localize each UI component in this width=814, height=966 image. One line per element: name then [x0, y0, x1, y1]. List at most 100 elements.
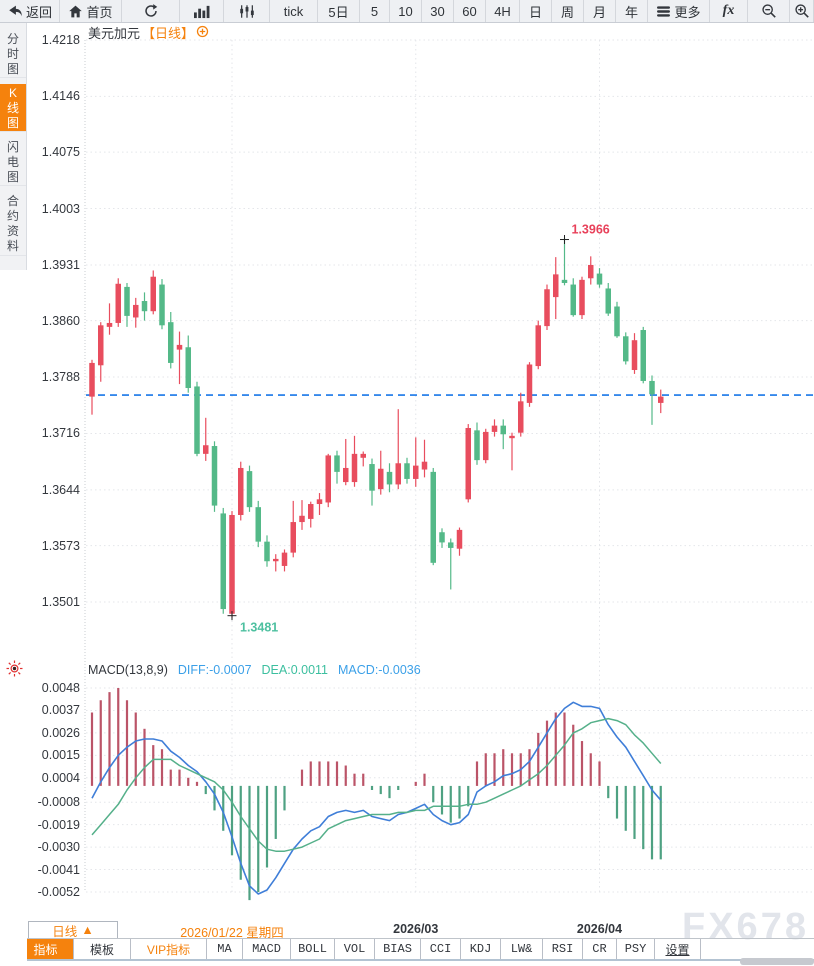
price-axis-label: 1.3860 [41, 313, 80, 328]
price-axis-label: 1.4075 [41, 145, 80, 160]
macd-diff-value: DIFF:-0.0007 [177, 663, 252, 677]
price-axis-label: 1.4146 [41, 89, 80, 104]
period-selector-label: 日线 [52, 924, 78, 939]
macd-axis-label: 0.0015 [41, 748, 80, 763]
toolbar-button-more[interactable]: 更多 [648, 0, 710, 22]
tab-cr[interactable]: CR [583, 939, 617, 959]
zoom-out-icon [761, 3, 777, 19]
add-circle-icon[interactable] [196, 25, 209, 41]
toolbar-button-label: tick [283, 3, 304, 19]
period-selector[interactable]: 日线 ▲ [28, 921, 118, 939]
macd-axis-label: -0.0030 [37, 840, 80, 855]
sidebar-item-lightning-chart[interactable]: 闪电图 [0, 138, 26, 186]
toolbar-button-indicators-fx[interactable]: fx [710, 0, 748, 22]
tab-lw[interactable]: LW& [501, 939, 543, 959]
refresh-icon [143, 3, 159, 19]
toolbar-button-label: 4H [494, 3, 511, 19]
sidebar-item-time-chart[interactable]: 分时图 [0, 30, 26, 78]
toolbar-button-period-month[interactable]: 月 [584, 0, 616, 22]
macd-axis-label: 0.0048 [41, 681, 80, 695]
bar-chart-icon [193, 4, 210, 19]
tab-cci[interactable]: CCI [421, 939, 461, 959]
macd-axis-label: 0.0037 [41, 703, 80, 718]
tab-kdj[interactable]: KDJ [461, 939, 501, 959]
toolbar: 返回 首页 tick 5日 5 10 30 60 4H 日 周 月 年 更多 fx [0, 0, 814, 23]
high-annotation: 1.3966 [560, 223, 610, 245]
back-arrow-icon [7, 3, 23, 19]
toolbar-button-period-5d[interactable]: 5日 [318, 0, 360, 22]
macd-axis-label: -0.0008 [37, 795, 80, 810]
tab-indicators[interactable]: 指标 [17, 939, 74, 959]
macd-macd-value: MACD:-0.0036 [338, 663, 421, 677]
toolbar-button-label: 周 [560, 4, 574, 20]
toolbar-button-label: 更多 [674, 4, 701, 20]
toolbar-button-period-year[interactable]: 年 [616, 0, 648, 22]
x-axis-label: 2026/01/22 星期四 [180, 926, 284, 940]
macd-axis-label: 0.0026 [41, 725, 80, 740]
x-axis-label: 2026/04 [576, 922, 623, 936]
toolbar-button-label: 年 [624, 4, 638, 20]
toolbar-button-period-4h[interactable]: 4H [486, 0, 520, 22]
toolbar-button-home[interactable]: 首页 [60, 0, 122, 22]
toolbar-button-period-30[interactable]: 30 [422, 0, 454, 22]
symbol-name: 美元加元 [88, 26, 141, 41]
toolbar-button-label: 60 [462, 3, 477, 19]
toolbar-button-period-60[interactable]: 60 [454, 0, 486, 22]
tab-vol[interactable]: VOL [335, 939, 375, 959]
sun-icon[interactable] [6, 660, 23, 682]
period-tag: 【日线】 [142, 26, 195, 41]
tab-bias[interactable]: BIAS [375, 939, 421, 959]
candles-icon [239, 4, 255, 19]
toolbar-button-period-day[interactable]: 日 [520, 0, 552, 22]
sidebar-item-contract-info[interactable]: 合约资料 [0, 192, 26, 256]
candles-group [89, 237, 664, 618]
home-icon [68, 4, 83, 19]
toolbar-button-tick[interactable]: tick [270, 0, 318, 22]
toolbar-button-label: 月 [592, 4, 606, 20]
toolbar-button-zoom-in[interactable] [790, 0, 814, 22]
diff-line [91, 701, 662, 895]
chevron-up-icon: ▲ [81, 923, 94, 937]
toolbar-button-period-week[interactable]: 周 [552, 0, 584, 22]
toolbar-button-back[interactable]: 返回 [0, 0, 60, 22]
price-axis-label: 1.3716 [41, 426, 80, 441]
tab-templates[interactable]: 模板 [74, 939, 131, 959]
tab-settings[interactable]: 设置 [655, 939, 701, 959]
toolbar-button-label: 5日 [328, 4, 349, 20]
toolbar-button-label: 10 [398, 3, 413, 19]
price-axis-label: 1.4218 [41, 33, 80, 47]
tab-boll[interactable]: BOLL [291, 939, 335, 959]
bottom-tab-bar: 指标 模板 VIP指标 MA MACD BOLL VOL BIAS CCI KDJ LW& RSI CR… [0, 938, 814, 961]
x-axis-label: 2026/03 [393, 922, 439, 936]
toolbar-button-line-chart[interactable] [180, 0, 224, 22]
toolbar-button-kline[interactable] [224, 0, 270, 22]
horizontal-scrollbar-thumb[interactable] [740, 958, 814, 965]
macd-axis-label: -0.0041 [37, 862, 80, 877]
tab-ma[interactable]: MA [207, 939, 243, 959]
price-axis-label: 1.3788 [41, 370, 80, 385]
svg-text:1.3966: 1.3966 [572, 223, 610, 237]
macd-axis-label: -0.0019 [37, 817, 80, 832]
tab-macd[interactable]: MACD [243, 939, 291, 959]
toolbar-button-period-10[interactable]: 10 [390, 0, 422, 22]
price-axis-label: 1.3501 [41, 595, 80, 609]
toolbar-button-period-5[interactable]: 5 [360, 0, 390, 22]
gridlines [84, 39, 812, 893]
tab-rsi[interactable]: RSI [543, 939, 583, 959]
zoom-in-icon [794, 3, 810, 19]
macd-axis-label: -0.0052 [37, 885, 80, 899]
toolbar-button-refresh[interactable] [122, 0, 180, 22]
watermark: FX678 [682, 906, 809, 948]
price-axis-label: 1.3573 [41, 538, 80, 553]
toolbar-button-label: fx [722, 3, 735, 18]
tab-vip-indicators[interactable]: VIP指标 [131, 939, 207, 959]
macd-axis-label: 0.0004 [41, 770, 80, 785]
macd-dea-value: DEA:0.0011 [261, 663, 329, 677]
low-annotation: 1.3481 [227, 611, 278, 635]
macd-histogram [90, 688, 662, 901]
toolbar-button-zoom-out[interactable] [748, 0, 790, 22]
tab-psy[interactable]: PSY [617, 939, 655, 959]
